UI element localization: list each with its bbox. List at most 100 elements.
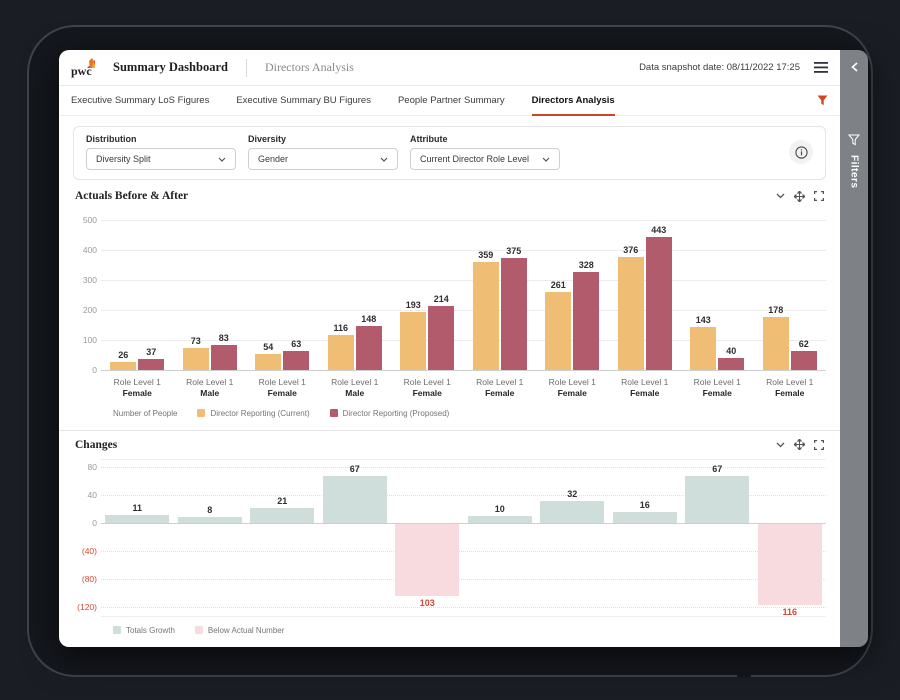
growth-bar[interactable]: 11: [105, 503, 170, 523]
bar-proposed[interactable]: 62: [790, 339, 817, 370]
gridline: [101, 280, 826, 281]
bar-current[interactable]: 116: [327, 323, 354, 370]
collapse-chevron-icon[interactable]: [776, 442, 785, 448]
expand-icon[interactable]: [814, 439, 824, 450]
y-tick-label: 300: [82, 275, 97, 285]
gridline: [101, 340, 826, 341]
category-sub-label: Female: [702, 388, 732, 399]
y-tick-label: 500: [82, 215, 97, 225]
rail-filter-icon[interactable]: [848, 134, 860, 146]
bar-current[interactable]: 376: [617, 245, 644, 370]
bar-current[interactable]: 54: [255, 342, 282, 370]
y-tick-label: 100: [82, 335, 97, 345]
bar-proposed[interactable]: 148: [355, 314, 382, 370]
tab-directors-analysis[interactable]: Directors Analysis: [531, 86, 615, 116]
bar-current[interactable]: 73: [182, 336, 209, 370]
legend-swatch: [329, 409, 338, 418]
category-label: Role Level 1 Male: [319, 377, 392, 400]
tab-people-partner-summary[interactable]: People Partner Summary: [397, 94, 505, 106]
legend-swatch: [113, 626, 121, 635]
gridline: [101, 522, 826, 524]
change-value-label: 10: [494, 503, 505, 514]
bar-proposed[interactable]: 375: [500, 246, 527, 370]
legend-label: Director Reporting (Current): [210, 408, 310, 418]
bar-value-label: 37: [146, 346, 157, 357]
dashboard-window: pwc Summary Dashboard Directors Analysis…: [59, 50, 840, 647]
growth-bar[interactable]: 8: [177, 505, 242, 523]
change-slot: 116: [754, 460, 827, 617]
change-value-label: 116: [782, 607, 797, 618]
bar-group: 116 148: [319, 210, 392, 370]
legend-item[interactable]: Director Reporting (Current): [197, 408, 310, 418]
decline-bar[interactable]: 103: [395, 523, 460, 608]
growth-bar[interactable]: 21: [250, 496, 315, 523]
bar-current[interactable]: 261: [545, 280, 572, 370]
growth-bar[interactable]: 67: [322, 464, 387, 523]
category-group-label: Role Level 1: [621, 377, 669, 387]
category-label: Role Level 1 Female: [754, 377, 827, 400]
legend-axis-title: Number of People: [113, 408, 178, 418]
growth-bar[interactable]: 67: [685, 464, 750, 523]
dropdown-attribute[interactable]: Current Director Role Level: [410, 148, 560, 170]
change-slot: 67: [319, 460, 392, 616]
category-group-label: Role Level 1: [331, 377, 379, 387]
tablet-button-notch: [735, 675, 753, 677]
legend-item[interactable]: Below Actual Number: [194, 625, 285, 635]
bar-current[interactable]: 193: [400, 300, 427, 370]
growth-bar[interactable]: 10: [467, 504, 532, 523]
change-slot: 11: [101, 460, 174, 616]
category-group-label: Role Level 1: [548, 377, 596, 387]
actuals-legend: Number of People Director Reporting (Curr…: [113, 409, 826, 418]
growth-bar[interactable]: 16: [612, 500, 677, 523]
bar-proposed[interactable]: 443: [645, 225, 672, 370]
dropdown-distribution[interactable]: Diversity Split: [86, 148, 236, 170]
change-slot: 10: [464, 460, 537, 616]
tab-executive-summary-los-figures[interactable]: Executive Summary LoS Figures: [71, 94, 210, 106]
bar-current[interactable]: 26: [110, 350, 137, 370]
legend-label: Totals Growth: [126, 625, 175, 635]
filter-group-diversity: Diversity Gender: [248, 134, 398, 170]
change-slot: 21: [246, 460, 319, 616]
bar-proposed[interactable]: 328: [573, 260, 600, 370]
legend-item[interactable]: Totals Growth: [113, 626, 175, 635]
legend-label: Below Actual Number: [207, 625, 285, 635]
bar-group: 261 328: [536, 210, 609, 370]
bar-proposed[interactable]: 83: [210, 333, 237, 370]
growth-bar[interactable]: 32: [540, 489, 605, 523]
legend-item[interactable]: Director Reporting (Proposed): [329, 409, 449, 418]
menu-icon[interactable]: [814, 62, 828, 73]
bar-current[interactable]: 178: [762, 305, 789, 370]
filter-group-attribute: Attribute Current Director Role Level: [410, 134, 560, 170]
app-window: pwc Summary Dashboard Directors Analysis…: [59, 50, 868, 647]
collapse-chevron-icon[interactable]: [776, 193, 785, 199]
bar-value-label: 193: [405, 300, 421, 311]
collapse-rail-icon[interactable]: [850, 62, 858, 72]
bar-proposed[interactable]: 37: [138, 347, 165, 370]
bar-current[interactable]: 143: [690, 315, 717, 370]
move-icon[interactable]: [794, 439, 805, 451]
bar-current[interactable]: 359: [472, 250, 499, 370]
filter-icon[interactable]: [817, 86, 828, 115]
dropdown-diversity[interactable]: Gender: [248, 148, 398, 170]
bar-proposed[interactable]: 214: [428, 294, 455, 370]
expand-icon[interactable]: [814, 191, 824, 201]
bar-proposed[interactable]: 63: [283, 339, 310, 370]
rail-filters-label: Filters: [848, 155, 860, 189]
tab-executive-summary-bu-figures[interactable]: Executive Summary BU Figures: [236, 94, 371, 106]
bar-group: 73 83: [174, 210, 247, 370]
bar-value-label: 73: [190, 336, 201, 347]
y-tick-label: (40): [81, 545, 97, 556]
category-label: Role Level 1 Female: [536, 377, 609, 400]
y-tick-label: 200: [82, 305, 97, 315]
legend-swatch: [197, 409, 206, 418]
filter-label: Attribute: [410, 134, 448, 144]
bar-value-label: 62: [798, 339, 809, 350]
move-icon[interactable]: [794, 190, 805, 202]
changes-panel-actions: [776, 439, 824, 451]
change-slot: 67: [681, 460, 754, 616]
decline-bar[interactable]: 116: [757, 523, 822, 617]
info-button[interactable]: [789, 140, 813, 164]
changes-chart: 80 40 0 (40) (80) (120) 11 8 21 67 103 10 32 16 67 116: [73, 458, 827, 617]
bar-proposed[interactable]: 40: [718, 346, 745, 370]
